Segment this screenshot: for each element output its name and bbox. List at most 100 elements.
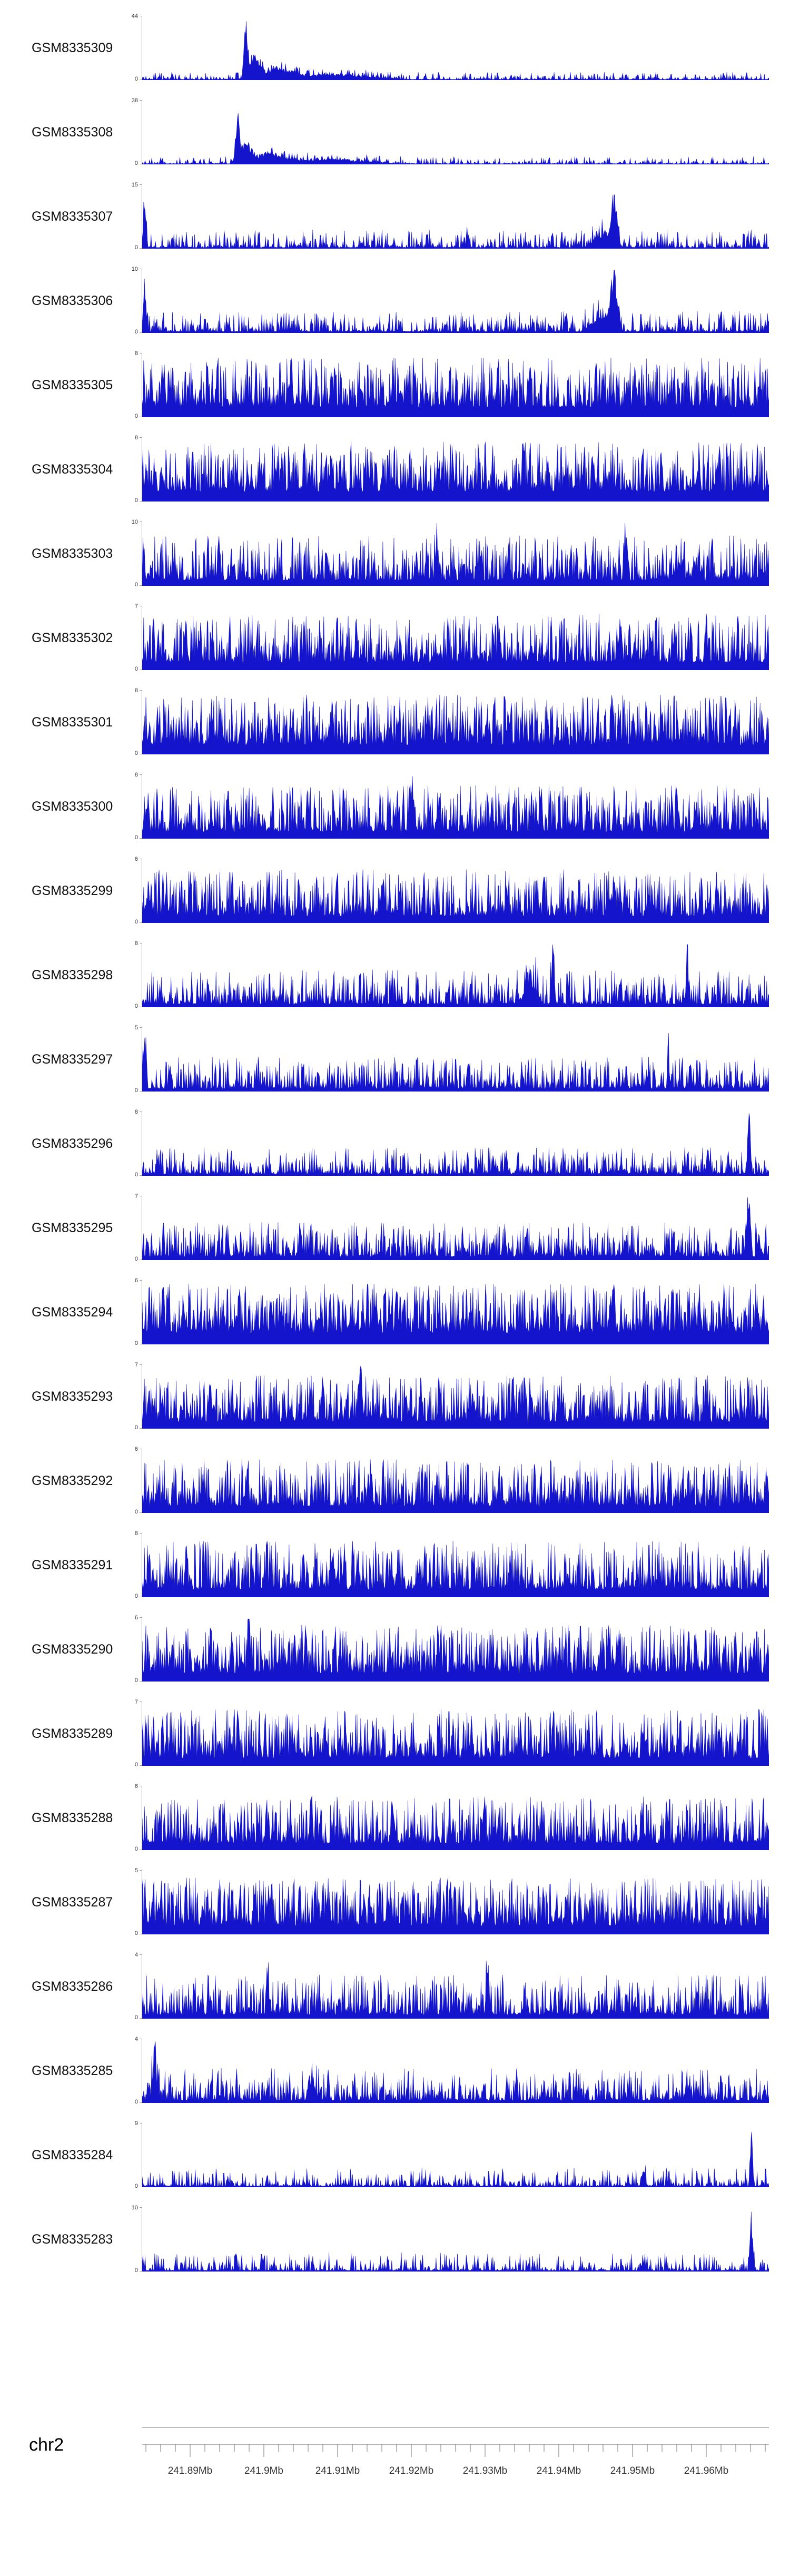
y-axis-tick <box>140 2207 142 2208</box>
track-label: GSM8335307 <box>32 209 113 224</box>
track-signal <box>142 1365 769 1429</box>
track-row: GSM8335289 7 0 <box>0 1699 790 1786</box>
y-axis-max-label: 44 <box>131 13 138 19</box>
ruler-tick-label: 241.93Mb <box>463 2465 508 2476</box>
y-axis-zero-label: 0 <box>134 1087 138 1094</box>
track-label: GSM8335285 <box>32 2063 113 2078</box>
track-label: GSM8335296 <box>32 1136 113 1151</box>
y-axis-tick <box>140 922 142 923</box>
track-row: GSM8335288 6 0 <box>0 1783 790 1870</box>
y-axis-max-label: 8 <box>134 1530 138 1537</box>
y-axis-zero-label: 0 <box>134 497 138 504</box>
track-signal <box>142 1618 769 1682</box>
track-label: GSM8335304 <box>32 461 113 477</box>
ruler: 241.89Mb 241.9Mb 241.91Mb 241.92Mb 241.93Mb 2… <box>142 2444 769 2476</box>
y-axis-max-label: 5 <box>134 1025 138 1031</box>
track-row: GSM8335299 6 0 <box>0 856 790 943</box>
y-axis-zero-label: 0 <box>134 2267 138 2274</box>
y-axis-max-label: 6 <box>134 1783 138 1790</box>
y-axis-tick <box>140 2018 142 2019</box>
y-axis-tick <box>140 838 142 839</box>
y-axis-max-label: 10 <box>131 266 138 272</box>
track-plot: 10 0 <box>132 519 769 588</box>
y-axis-tick <box>140 1954 142 1955</box>
y-axis-max-label: 8 <box>134 1109 138 1115</box>
y-axis-tick <box>140 2271 142 2272</box>
y-axis-max-label: 15 <box>131 182 138 188</box>
track-row: GSM8335304 8 0 <box>0 435 790 522</box>
track-row: GSM8335284 9 0 <box>0 2120 790 2207</box>
track-row: GSM8335298 8 0 <box>0 940 790 1027</box>
ruler-tick-label: 241.91Mb <box>315 2465 360 2476</box>
y-axis-tick <box>140 1175 142 1176</box>
track-row: GSM8335296 8 0 <box>0 1109 790 1196</box>
track-label: GSM8335284 <box>32 2147 113 2162</box>
y-axis-tick <box>140 1870 142 1871</box>
y-axis-zero-label: 0 <box>134 1593 138 1599</box>
y-axis-max-label: 4 <box>134 1952 138 1958</box>
track-label: GSM8335289 <box>32 1726 113 1741</box>
y-axis-tick <box>140 1280 142 1281</box>
track-row: GSM8335301 8 0 <box>0 687 790 774</box>
track-plot: 10 0 <box>132 266 769 335</box>
y-axis-zero-label: 0 <box>134 2183 138 2189</box>
track-label: GSM8335305 <box>32 377 113 392</box>
track-signal <box>142 270 769 333</box>
track-row: GSM8335309 44 0 <box>0 13 790 100</box>
y-axis-zero-label: 0 <box>134 244 138 251</box>
track-row: GSM8335286 4 0 <box>0 1952 790 2039</box>
y-axis-tick <box>140 585 142 586</box>
y-axis-max-label: 7 <box>134 1699 138 1705</box>
genome-axis: chr2 241.89Mb 241.9Mb 241.91Mb 241.92Mb 241.… <box>0 2418 790 2565</box>
track-label: GSM8335298 <box>32 967 113 982</box>
y-axis-tick <box>140 1027 142 1028</box>
track-signal <box>142 1795 769 1850</box>
chromosome-label: chr2 <box>29 2435 64 2455</box>
track-signal <box>142 944 769 1007</box>
y-axis-zero-label: 0 <box>134 919 138 925</box>
track-signal <box>142 2211 769 2272</box>
y-axis-tick <box>140 100 142 101</box>
track-signal <box>142 1540 769 1597</box>
track-signal <box>142 613 769 670</box>
track-signal <box>142 1961 769 2019</box>
y-axis-zero-label: 0 <box>134 1172 138 1178</box>
ruler-tick-label: 241.94Mb <box>537 2465 581 2476</box>
track-row: GSM8335283 10 0 <box>0 2205 790 2292</box>
y-axis-zero-label: 0 <box>134 582 138 588</box>
y-axis-zero-label: 0 <box>134 1509 138 1515</box>
y-axis-max-label: 6 <box>134 1615 138 1621</box>
track-plot: 44 0 <box>132 13 769 82</box>
track-signal <box>142 1877 769 1934</box>
y-axis-zero-label: 0 <box>134 413 138 419</box>
y-axis-zero-label: 0 <box>134 666 138 672</box>
track-row: GSM8335290 6 0 <box>0 1615 790 1702</box>
track-signal <box>142 1113 769 1176</box>
ruler-tick-label: 241.9Mb <box>244 2465 283 2476</box>
track-label: GSM8335301 <box>32 714 113 730</box>
track-plot: 15 0 <box>132 182 769 251</box>
track-signal <box>142 2041 769 2103</box>
y-axis-max-label: 6 <box>134 856 138 862</box>
track-row: GSM8335307 15 0 <box>0 182 790 269</box>
track-label: GSM8335283 <box>32 2231 113 2247</box>
ruler-tick-label: 241.95Mb <box>610 2465 655 2476</box>
track-signal <box>142 1709 769 1766</box>
track-label: GSM8335290 <box>32 1641 113 1657</box>
y-axis-max-label: 4 <box>134 2036 138 2042</box>
track-label: GSM8335287 <box>32 1894 113 1910</box>
track-signal <box>142 694 769 754</box>
track-signal <box>142 1459 769 1513</box>
y-axis-max-label: 6 <box>134 1446 138 1452</box>
track-row: GSM8335294 6 0 <box>0 1277 790 1364</box>
